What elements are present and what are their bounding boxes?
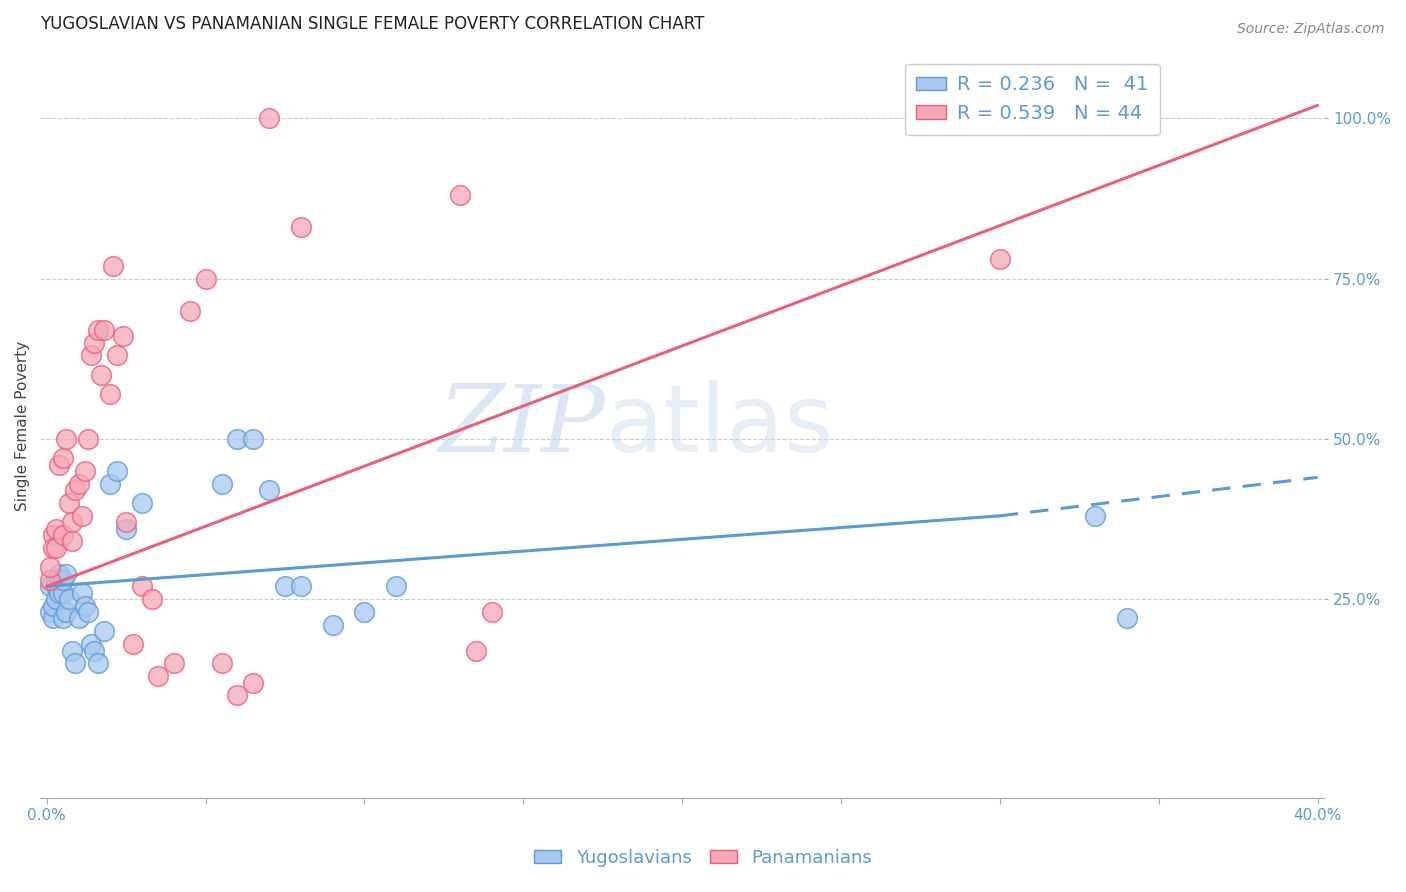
Point (1116, 611, 1139, 625)
Point (988, 252, 1011, 267)
Point (93, 624, 115, 639)
Point (77, 605, 100, 619)
Point (55, 566, 77, 581)
Point (80, 349, 103, 363)
Point (98, 387, 121, 401)
Point (60, 534, 83, 549)
Point (449, 188, 471, 202)
Point (115, 522, 138, 536)
Point (257, 111, 280, 125)
Point (48, 566, 70, 581)
Point (65, 657, 87, 671)
Point (60, 515, 83, 529)
Point (42, 541, 65, 555)
Point (93, 323, 115, 337)
Point (70, 586, 93, 600)
Point (48, 573, 70, 587)
Point (48, 458, 70, 472)
Legend: Yugoslavians, Panamanians: Yugoslavians, Panamanians (527, 842, 879, 874)
Point (73, 599, 96, 613)
Text: YUGOSLAVIAN VS PANAMANIAN SINGLE FEMALE POVERTY CORRELATION CHART: YUGOSLAVIAN VS PANAMANIAN SINGLE FEMALE … (41, 15, 704, 33)
Point (257, 483, 280, 498)
Point (73, 464, 96, 478)
Point (45, 573, 67, 587)
Point (115, 515, 138, 529)
Point (67, 476, 90, 491)
Point (70, 508, 93, 523)
Point (141, 592, 163, 607)
Point (45, 592, 67, 607)
Point (242, 675, 264, 690)
Point (146, 669, 169, 683)
Point (481, 605, 503, 619)
Point (226, 689, 249, 703)
Point (52, 586, 75, 600)
Point (83, 643, 105, 657)
Point (48, 586, 70, 600)
Point (77, 432, 100, 446)
Point (290, 579, 312, 593)
Point (105, 349, 128, 363)
Point (211, 657, 233, 671)
Point (58, 496, 80, 510)
Point (42, 611, 65, 625)
Point (45, 522, 67, 536)
Text: Source: ZipAtlas.com: Source: ZipAtlas.com (1237, 22, 1385, 37)
Point (322, 618, 344, 632)
Point (39, 560, 62, 574)
Point (45, 579, 67, 593)
Point (131, 579, 153, 593)
Point (42, 528, 65, 542)
Point (103, 259, 125, 273)
Point (83, 335, 105, 350)
Point (242, 432, 264, 446)
Point (67, 611, 90, 625)
Point (111, 329, 134, 343)
Y-axis label: Single Female Poverty: Single Female Poverty (15, 341, 30, 511)
Point (385, 579, 408, 593)
Point (45, 541, 67, 555)
Point (226, 432, 249, 446)
Point (65, 483, 87, 498)
Point (105, 464, 128, 478)
Point (52, 611, 75, 625)
Point (52, 528, 75, 542)
Point (39, 605, 62, 619)
Text: ZIP: ZIP (439, 381, 605, 471)
Text: atlas: atlas (605, 380, 834, 472)
Point (163, 657, 186, 671)
Point (1084, 508, 1107, 523)
Point (353, 605, 375, 619)
Point (39, 579, 62, 593)
Point (211, 476, 233, 491)
Point (55, 605, 77, 619)
Point (52, 573, 75, 587)
Point (58, 592, 80, 607)
Point (39, 573, 62, 587)
Point (52, 451, 75, 466)
Point (86, 657, 108, 671)
Point (274, 579, 297, 593)
Point (90, 368, 112, 382)
Point (42, 599, 65, 613)
Point (80, 637, 103, 651)
Legend: R = 0.236   N =  41, R = 0.539   N = 44: R = 0.236 N = 41, R = 0.539 N = 44 (904, 63, 1160, 135)
Point (464, 643, 486, 657)
Point (290, 220, 312, 235)
Point (55, 432, 77, 446)
Point (194, 271, 217, 285)
Point (131, 496, 153, 510)
Point (86, 323, 108, 337)
Point (179, 303, 201, 318)
Point (60, 643, 83, 657)
Point (121, 637, 143, 651)
Point (98, 476, 121, 491)
